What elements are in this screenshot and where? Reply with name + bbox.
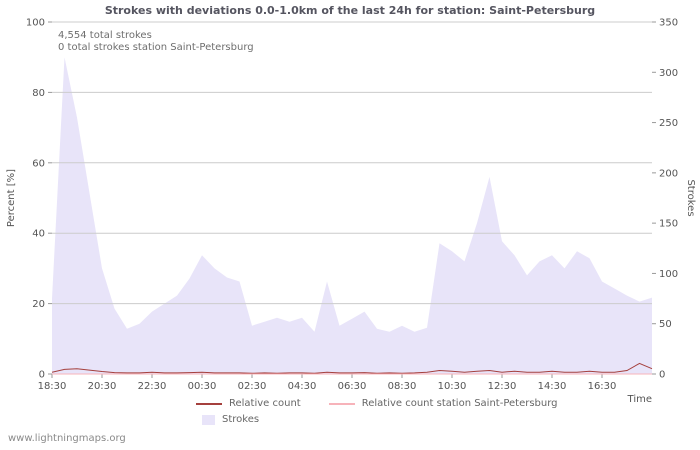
x-tick-label: 18:30 [38,381,67,392]
left-axis-title: Percent [%] [6,169,17,227]
page-title: Strokes with deviations 0.0-1.0km of the… [104,4,596,17]
relative-count-line-swatch [196,402,222,405]
relative-count-station-line-swatch [328,402,355,405]
legend-item-strokes: Strokes [196,414,259,425]
legend-item-relative-count: Relative count [196,398,301,409]
right-tick-label: 350 [659,18,678,29]
watermark-link[interactable]: www.lightningmaps.org [8,433,126,444]
legend-label-strokes: Strokes [222,414,260,425]
annotation-total-strokes: 4,554 total strokes [58,30,152,41]
strokes-area-swatch [202,414,215,425]
left-tick-label: 20 [32,299,45,310]
legend-label-relative-count: Relative count [229,398,301,409]
legend-label-relative-count-station: Relative count station Saint-Petersburg [361,398,558,409]
right-tick-label: 250 [659,118,678,129]
x-axis-title: Time [627,394,652,405]
right-tick-label: 300 [659,68,678,79]
x-tick-label: 08:30 [388,381,417,392]
x-tick-label: 10:30 [438,381,467,392]
legend-row-1: Relative count Relative count station Sa… [196,398,700,409]
legend-item-relative-count-station: Relative count station Saint-Petersburg [328,398,558,409]
x-tick-label: 04:30 [288,381,317,392]
right-tick-label: 50 [659,319,672,330]
right-tick-label: 0 [659,370,665,381]
left-tick-label: 100 [26,18,45,29]
x-tick-label: 00:30 [188,381,217,392]
x-tick-label: 12:30 [488,381,517,392]
x-tick-label: 02:30 [238,381,267,392]
right-tick-label: 100 [659,269,678,280]
annotation-total-strokes-station: 0 total strokes station Saint-Petersburg [58,42,254,53]
legend-row-2: Strokes [196,414,700,425]
left-tick-label: 80 [32,88,45,99]
right-tick-label: 200 [659,168,678,179]
left-tick-label: 40 [32,229,45,240]
x-tick-label: 20:30 [88,381,117,392]
left-tick-label: 0 [39,370,45,381]
right-axis-title: Strokes [685,179,696,216]
line-relative-count [51,362,653,374]
strokes-area [52,57,652,374]
left-tick-label: 60 [32,158,45,169]
x-tick-label: 06:30 [338,381,367,392]
x-tick-label: 16:30 [588,381,617,392]
x-tick-label: 22:30 [138,381,167,392]
x-tick-label: 14:30 [538,381,567,392]
legend: Relative count Relative count station Sa… [0,398,700,425]
right-tick-label: 150 [659,219,678,230]
